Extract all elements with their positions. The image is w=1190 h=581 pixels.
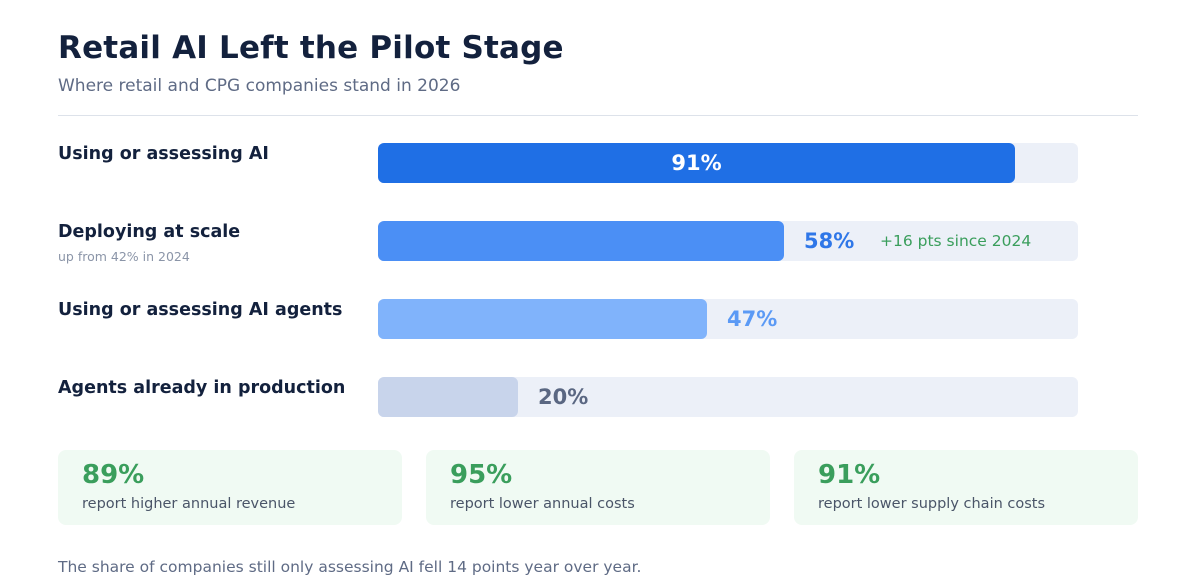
bar-fill — [378, 221, 784, 261]
stat-card-costs: 95% report lower annual costs — [426, 450, 770, 525]
stat-value: 95% — [450, 460, 513, 490]
stat-description: report higher annual revenue — [82, 496, 296, 512]
bar-track: 91% — [378, 143, 1078, 183]
bar-track: 20% — [378, 377, 1078, 417]
bar-label: Deploying at scale — [58, 222, 241, 242]
stat-card-revenue: 89% report higher annual revenue — [58, 450, 402, 525]
bar-row: Deploying at scale up from 42% in 2024 58%… — [58, 221, 1138, 264]
bar-track: 58% +16 pts since 2024 — [378, 221, 1078, 261]
stat-description: report lower supply chain costs — [818, 496, 1046, 512]
bar-label: Using or assessing AI — [58, 144, 269, 164]
header-divider — [58, 115, 1138, 116]
bar-value-label: 20% — [538, 385, 589, 409]
stat-description: report lower annual costs — [450, 496, 635, 512]
bar-value-label: 58% — [804, 229, 855, 253]
bar-change-note: +16 pts since 2024 — [880, 232, 1032, 250]
bar-label: Using or assessing AI agents — [58, 300, 343, 320]
stat-value: 89% — [82, 460, 145, 490]
bar-value-label: 47% — [727, 307, 778, 331]
footnote: The share of companies still only assess… — [58, 558, 642, 576]
bar-sublabel: up from 42% in 2024 — [58, 249, 190, 264]
bar-label: Agents already in production — [58, 378, 346, 398]
bar-row: Using or assessing AI 91% — [58, 143, 1138, 183]
bar-row: Agents already in production 20% — [58, 377, 1138, 417]
bar-row: Using or assessing AI agents 47% — [58, 299, 1138, 339]
bar-value-label: 91% — [671, 151, 722, 175]
bar-fill — [378, 299, 707, 339]
bar-track: 47% — [378, 299, 1078, 339]
page-subtitle: Where retail and CPG companies stand in … — [58, 76, 461, 96]
bar-fill — [378, 143, 1015, 183]
stat-value: 91% — [818, 460, 881, 490]
stat-card-supply-chain: 91% report lower supply chain costs — [794, 450, 1138, 525]
page-title: Retail AI Left the Pilot Stage — [58, 30, 564, 66]
bar-fill — [378, 377, 518, 417]
